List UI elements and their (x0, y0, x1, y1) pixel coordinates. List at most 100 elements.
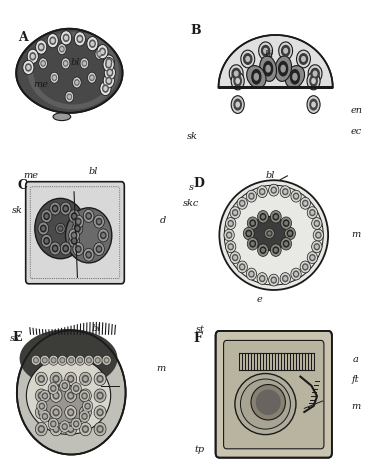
Ellipse shape (42, 358, 47, 363)
Ellipse shape (103, 75, 114, 89)
Ellipse shape (64, 248, 67, 250)
Ellipse shape (307, 252, 318, 264)
Ellipse shape (232, 255, 238, 261)
Ellipse shape (62, 383, 67, 389)
Text: tp: tp (194, 444, 205, 453)
Ellipse shape (106, 60, 112, 67)
Ellipse shape (228, 244, 233, 250)
Ellipse shape (283, 189, 288, 195)
Ellipse shape (314, 244, 320, 250)
Ellipse shape (290, 70, 299, 85)
Ellipse shape (307, 97, 320, 114)
Ellipse shape (40, 46, 43, 50)
Ellipse shape (97, 409, 103, 416)
Ellipse shape (251, 222, 254, 225)
Ellipse shape (102, 356, 111, 366)
FancyBboxPatch shape (216, 331, 332, 458)
Ellipse shape (104, 358, 109, 363)
Ellipse shape (54, 208, 57, 211)
Ellipse shape (87, 215, 90, 218)
Ellipse shape (262, 249, 264, 252)
Ellipse shape (40, 390, 50, 402)
Ellipse shape (312, 241, 322, 253)
Ellipse shape (268, 233, 271, 235)
Ellipse shape (313, 72, 317, 77)
Ellipse shape (236, 79, 239, 84)
Ellipse shape (295, 273, 297, 276)
Ellipse shape (230, 252, 240, 264)
Ellipse shape (77, 220, 80, 224)
Ellipse shape (303, 201, 308, 207)
Ellipse shape (65, 423, 76, 436)
Ellipse shape (35, 423, 47, 436)
Ellipse shape (283, 276, 288, 282)
Ellipse shape (77, 36, 82, 43)
Ellipse shape (80, 59, 88, 69)
Ellipse shape (17, 331, 126, 455)
Text: sk: sk (11, 206, 22, 215)
Ellipse shape (232, 69, 240, 79)
Ellipse shape (41, 235, 52, 248)
Ellipse shape (69, 235, 80, 248)
Ellipse shape (78, 38, 81, 41)
Ellipse shape (68, 376, 74, 382)
Ellipse shape (250, 195, 253, 198)
Ellipse shape (285, 228, 296, 240)
Ellipse shape (63, 246, 68, 252)
Ellipse shape (40, 411, 50, 422)
Ellipse shape (97, 359, 99, 362)
Ellipse shape (41, 210, 52, 223)
Ellipse shape (295, 195, 297, 198)
Ellipse shape (258, 211, 268, 224)
Ellipse shape (244, 55, 252, 65)
Ellipse shape (312, 79, 315, 84)
Ellipse shape (224, 230, 234, 241)
Ellipse shape (228, 234, 231, 237)
Ellipse shape (91, 77, 93, 80)
Ellipse shape (94, 406, 106, 419)
Ellipse shape (284, 278, 286, 280)
Ellipse shape (63, 206, 68, 212)
Ellipse shape (26, 65, 31, 72)
Ellipse shape (234, 100, 242, 110)
Ellipse shape (44, 214, 49, 220)
Text: sk: sk (10, 334, 21, 342)
Ellipse shape (234, 72, 238, 77)
Ellipse shape (82, 376, 88, 382)
Ellipse shape (48, 418, 58, 430)
Ellipse shape (99, 377, 102, 381)
Ellipse shape (274, 216, 277, 219)
Ellipse shape (315, 222, 318, 226)
Ellipse shape (40, 377, 43, 381)
Ellipse shape (273, 279, 275, 282)
Ellipse shape (252, 70, 261, 85)
Ellipse shape (249, 194, 254, 200)
Ellipse shape (108, 61, 110, 65)
Ellipse shape (225, 241, 236, 253)
Ellipse shape (250, 273, 253, 276)
Ellipse shape (23, 61, 34, 75)
Ellipse shape (91, 43, 94, 46)
Ellipse shape (74, 33, 86, 47)
Ellipse shape (53, 206, 58, 212)
Ellipse shape (108, 72, 111, 75)
Ellipse shape (97, 392, 103, 399)
Ellipse shape (34, 358, 38, 363)
Ellipse shape (240, 264, 245, 270)
Text: sk: sk (187, 132, 197, 140)
Ellipse shape (40, 356, 50, 366)
Ellipse shape (90, 41, 95, 48)
Ellipse shape (53, 376, 59, 382)
Text: bl: bl (70, 58, 80, 66)
Ellipse shape (103, 86, 108, 93)
Ellipse shape (281, 66, 285, 73)
Ellipse shape (235, 374, 296, 435)
Ellipse shape (234, 212, 236, 215)
Ellipse shape (72, 238, 77, 245)
Ellipse shape (261, 278, 264, 280)
Ellipse shape (69, 229, 80, 242)
Ellipse shape (63, 385, 66, 387)
Ellipse shape (73, 243, 84, 256)
Ellipse shape (261, 191, 264, 194)
Text: st: st (196, 324, 205, 333)
